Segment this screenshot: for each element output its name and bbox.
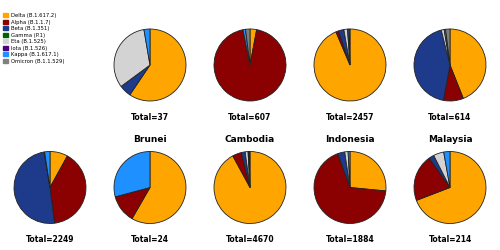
Wedge shape (344, 29, 350, 65)
Wedge shape (348, 152, 350, 188)
Wedge shape (121, 65, 150, 95)
Wedge shape (114, 152, 150, 197)
Text: Total=214: Total=214 (428, 235, 472, 244)
Wedge shape (44, 152, 50, 188)
Wedge shape (248, 152, 250, 188)
Text: Total=2249: Total=2249 (26, 235, 74, 244)
Wedge shape (450, 29, 486, 98)
Wedge shape (14, 152, 54, 224)
Wedge shape (233, 152, 250, 188)
Wedge shape (336, 31, 350, 65)
Wedge shape (350, 152, 386, 191)
Text: Total=614: Total=614 (428, 112, 472, 122)
Text: Indonesia: Indonesia (325, 135, 375, 144)
Wedge shape (338, 30, 350, 65)
Legend: Delta (B.1.617.2), Alpha (B.1.1.7), Beta (B.1.351), Gamma (P.1), Eta (B.1.525), : Delta (B.1.617.2), Alpha (B.1.1.7), Beta… (2, 13, 64, 64)
Wedge shape (130, 29, 186, 101)
Wedge shape (444, 29, 450, 65)
Text: Total=4670: Total=4670 (226, 235, 274, 244)
Wedge shape (144, 29, 150, 65)
Text: Cambodia: Cambodia (225, 135, 275, 144)
Wedge shape (414, 158, 450, 200)
Wedge shape (314, 29, 386, 101)
Wedge shape (50, 156, 86, 223)
Wedge shape (338, 152, 350, 188)
Wedge shape (444, 65, 464, 101)
Wedge shape (214, 152, 286, 224)
Wedge shape (444, 152, 450, 188)
Wedge shape (246, 29, 250, 65)
Wedge shape (250, 29, 256, 65)
Wedge shape (214, 30, 286, 101)
Text: Total=37: Total=37 (131, 112, 169, 122)
Wedge shape (249, 152, 250, 188)
Wedge shape (344, 152, 350, 188)
Wedge shape (242, 152, 250, 188)
Wedge shape (441, 30, 450, 65)
Wedge shape (245, 152, 250, 188)
Text: Total=2457: Total=2457 (326, 112, 374, 122)
Wedge shape (416, 152, 486, 224)
Text: Total=607: Total=607 (228, 112, 272, 122)
Wedge shape (132, 152, 186, 224)
Wedge shape (115, 188, 150, 219)
Wedge shape (314, 154, 386, 224)
Wedge shape (434, 152, 450, 188)
Wedge shape (446, 29, 450, 65)
Text: Total=24: Total=24 (131, 235, 169, 244)
Text: Malaysia: Malaysia (428, 135, 472, 144)
Wedge shape (349, 29, 350, 65)
Wedge shape (50, 152, 68, 188)
Wedge shape (429, 156, 450, 188)
Wedge shape (243, 29, 250, 65)
Text: Total=1884: Total=1884 (326, 235, 374, 244)
Wedge shape (348, 29, 350, 65)
Text: Brunei: Brunei (133, 135, 167, 144)
Wedge shape (114, 30, 150, 86)
Wedge shape (414, 30, 450, 100)
Wedge shape (44, 152, 50, 188)
